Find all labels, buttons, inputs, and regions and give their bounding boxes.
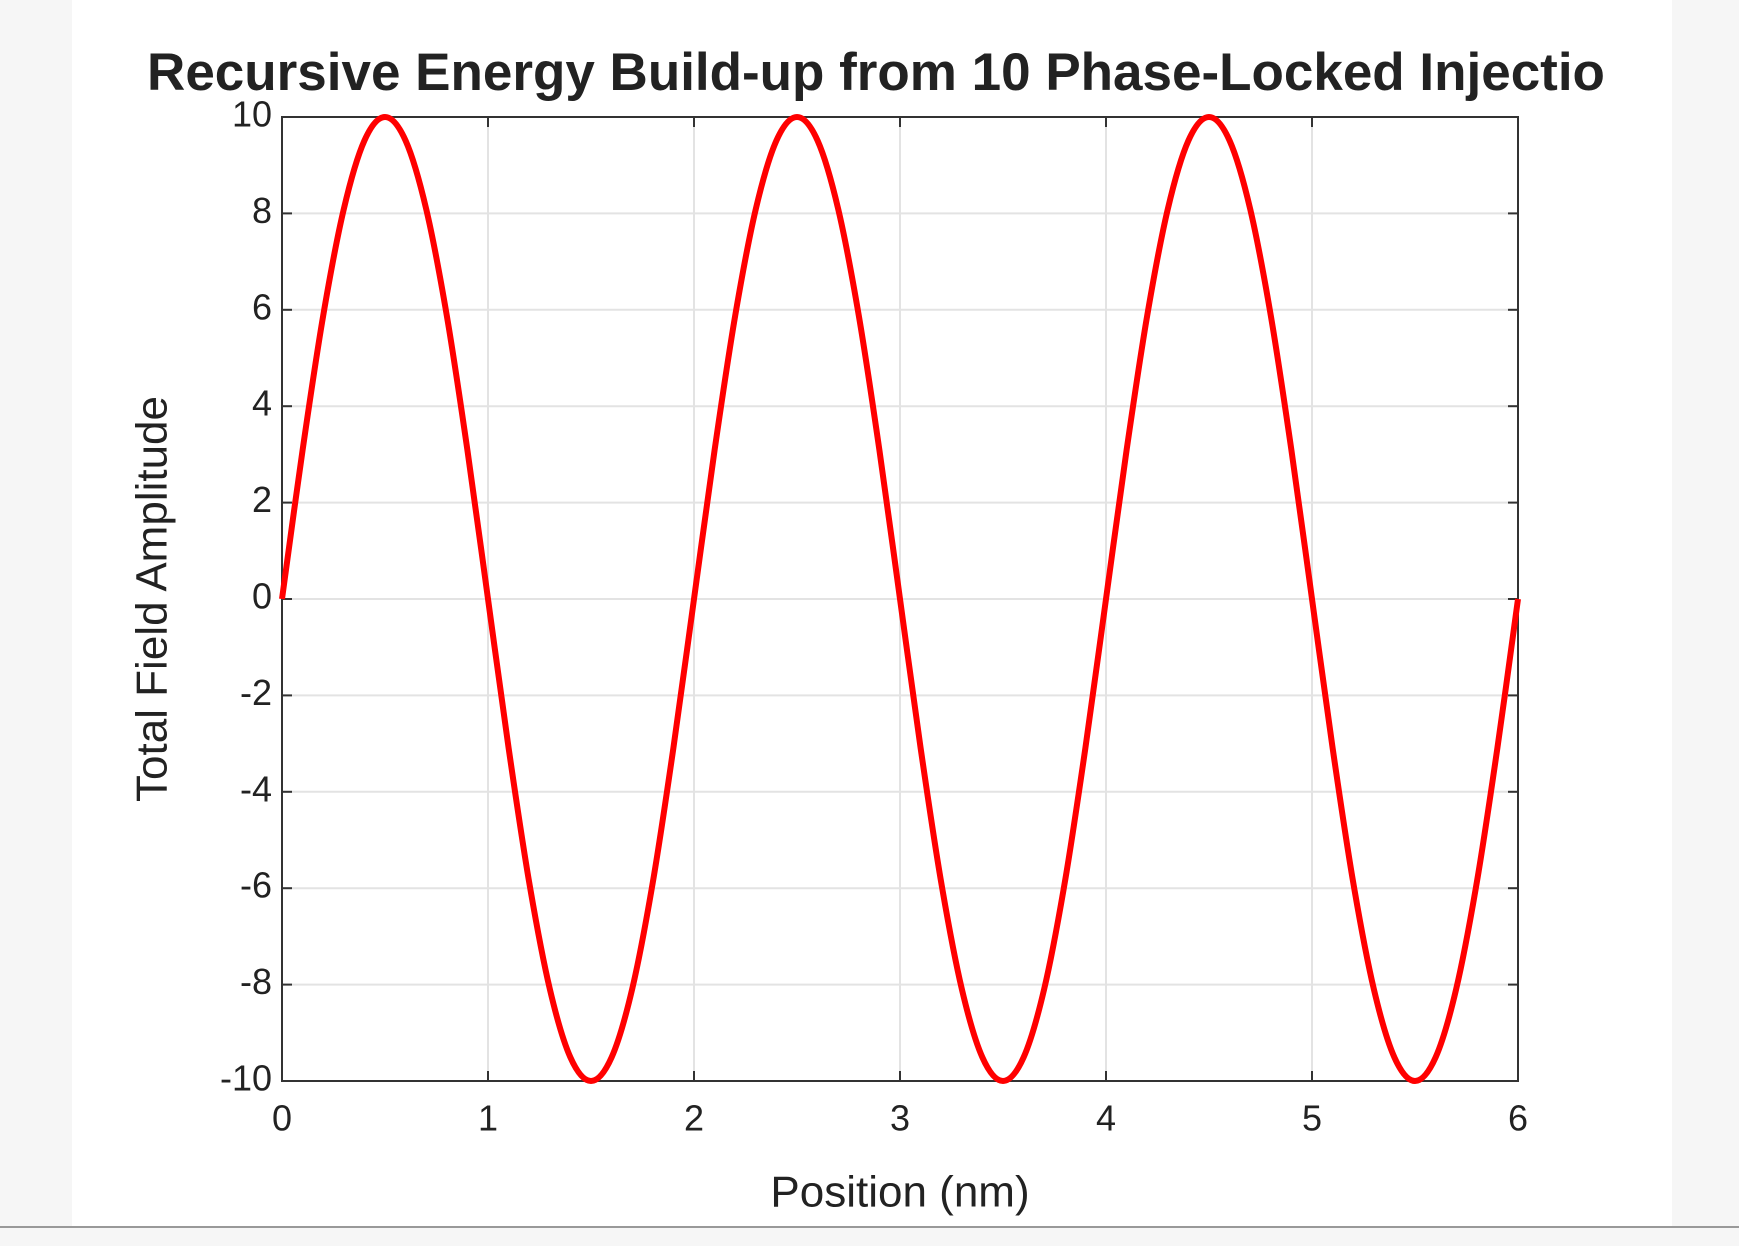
y-tick-label: -6 <box>240 865 272 906</box>
line-series <box>279 114 1521 1084</box>
y-tick-label: 6 <box>252 286 272 327</box>
y-tick-label: 2 <box>252 479 272 520</box>
y-tick-label: -10 <box>220 1058 272 1099</box>
chart-title: Recursive Energy Build-up from 10 Phase-… <box>147 43 1605 102</box>
x-tick-label: 1 <box>478 1098 498 1139</box>
y-tick-label: -8 <box>240 961 272 1002</box>
y-tick-label: 0 <box>252 576 272 617</box>
y-axis-label: Total Field Amplitude <box>128 396 177 802</box>
x-tick-label: 0 <box>272 1098 292 1139</box>
x-tick-label: 5 <box>1302 1098 1322 1139</box>
x-tick-label: 4 <box>1096 1098 1116 1139</box>
y-tick-label: -2 <box>240 672 272 713</box>
y-tick-label: 8 <box>252 190 272 231</box>
y-tick-label: -4 <box>240 768 272 809</box>
y-tick-label: 4 <box>252 383 272 424</box>
panel <box>72 0 1672 1226</box>
x-tick-label: 2 <box>684 1098 704 1139</box>
y-tick-label: 10 <box>232 94 272 135</box>
x-axis-label: Position (nm) <box>770 1168 1029 1217</box>
x-tick-label: 6 <box>1508 1098 1528 1139</box>
x-tick-label: 3 <box>890 1098 910 1139</box>
